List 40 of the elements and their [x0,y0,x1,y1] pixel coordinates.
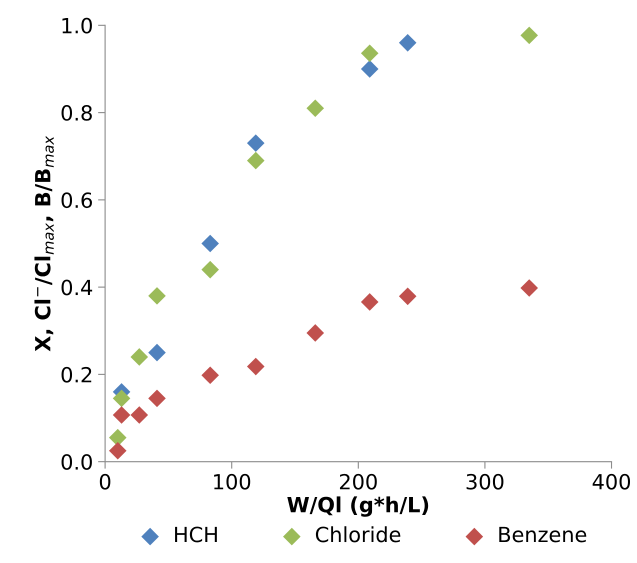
point [148,344,166,362]
legend-label: Chloride [316,526,400,542]
point [246,134,265,152]
point [520,26,538,44]
y-axis-title: X, Cl$^{−}$/Cl$_{max}$, B/B$_{max}$ [34,136,54,352]
x-tick-label: 300 [466,474,504,490]
point [148,390,166,408]
point [112,390,130,408]
point [130,406,148,424]
x-tick-label: 100 [214,474,250,490]
x-axis-title: W/Ql (g*h/L) [287,496,428,517]
point [360,44,378,62]
point [360,60,378,78]
point [246,152,265,170]
point [360,293,378,311]
point [306,99,324,118]
point [201,234,219,252]
point [201,260,219,278]
point [246,358,265,376]
x-tick-label: 400 [592,474,630,490]
point [148,287,166,305]
point [398,34,416,52]
x-tick-label: 200 [340,474,377,490]
point [108,428,127,446]
point [108,442,127,460]
point [306,324,324,342]
y-tick-label: 0.2 [62,366,92,383]
y-tick-label: 0.8 [62,105,92,121]
point [201,366,219,384]
y-tick-label: 0.0 [62,454,92,470]
y-tick-label: 0.4 [62,280,92,296]
legend-label: Benzene [499,526,586,542]
point [398,288,416,306]
point [130,348,148,366]
y-tick-label: 0.6 [62,192,92,208]
point [520,279,538,297]
point [112,406,130,424]
legend-label: HCH [175,526,217,542]
x-tick-label: 0 [100,474,110,490]
y-tick-label: 1.0 [62,18,92,34]
